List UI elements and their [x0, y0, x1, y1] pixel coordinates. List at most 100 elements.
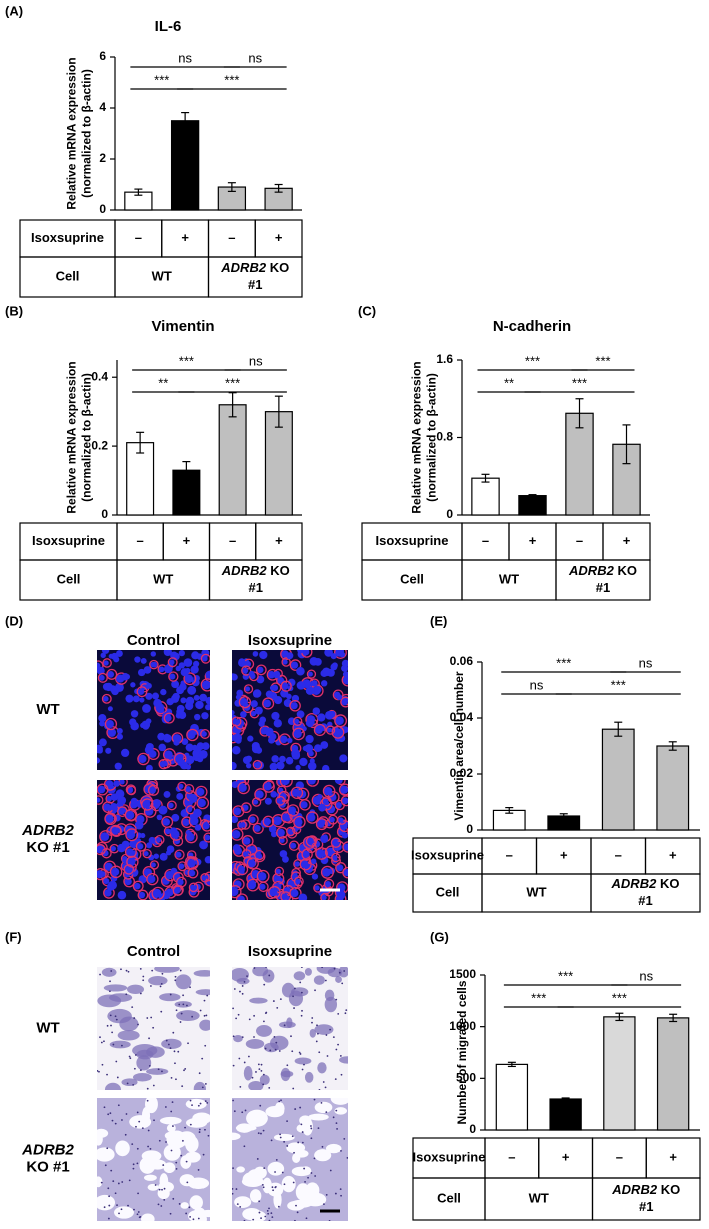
nucleus — [173, 887, 180, 894]
y-axis-label: (normalized to β-actin) — [425, 373, 439, 502]
vimentin — [241, 849, 252, 859]
y-tick-label: 4 — [99, 100, 106, 114]
table-text: Isoxsuprine — [376, 533, 449, 548]
vimentin — [246, 857, 259, 870]
gap — [314, 1101, 333, 1114]
significance-label: *** — [572, 375, 587, 390]
error-bar — [227, 182, 236, 192]
nucleus — [107, 670, 115, 678]
vimentin — [274, 866, 285, 877]
nucleus — [172, 1031, 175, 1034]
nucleus — [236, 1203, 239, 1205]
cell-cluster — [256, 1024, 273, 1037]
nucleus — [239, 1085, 242, 1088]
nucleus — [232, 829, 241, 839]
gap — [305, 1182, 320, 1198]
gap — [97, 1194, 116, 1211]
table-text: Isoxsuprine — [411, 847, 484, 862]
nucleus — [314, 726, 323, 734]
nucleus — [263, 983, 266, 986]
nucleus — [232, 1099, 235, 1102]
nucleus — [337, 1012, 340, 1015]
nucleus — [294, 987, 296, 990]
vimentin — [237, 781, 250, 795]
table-text: – — [615, 847, 622, 862]
gap — [314, 1149, 332, 1162]
nucleus — [175, 851, 182, 858]
nucleus — [311, 680, 318, 687]
nucleus — [188, 793, 198, 803]
nucleus — [290, 702, 298, 710]
nucleus — [190, 665, 199, 674]
nucleus — [257, 666, 264, 674]
nucleus — [146, 1087, 149, 1090]
nucleus — [116, 1204, 118, 1207]
nucleus — [121, 748, 130, 758]
nucleus — [117, 1104, 120, 1107]
nucleus — [151, 692, 159, 700]
vimentin — [124, 808, 138, 822]
nucleus — [300, 967, 303, 968]
nucleus — [146, 842, 153, 849]
vimentin — [236, 863, 249, 876]
vimentin — [315, 818, 328, 831]
nucleus — [240, 711, 247, 718]
micrograph-content — [232, 1098, 348, 1221]
nucleus — [268, 1087, 271, 1089]
nucleus — [186, 1004, 188, 1007]
nucleus — [239, 698, 248, 707]
nucleus — [253, 1014, 256, 1017]
nucleus — [301, 1131, 304, 1133]
nucleus — [320, 835, 329, 844]
nucleus — [144, 807, 154, 816]
nucleus — [295, 1204, 297, 1207]
vimentin — [176, 876, 187, 888]
significance-label: *** — [525, 353, 540, 368]
nucleus — [259, 650, 268, 660]
nucleus — [130, 710, 139, 718]
vimentin — [262, 780, 275, 793]
nucleus — [111, 687, 119, 696]
column-label: Control — [127, 632, 180, 649]
vimentin — [97, 795, 104, 805]
nucleus — [276, 1006, 279, 1009]
nucleus — [174, 1062, 176, 1065]
nucleus — [108, 990, 111, 993]
nucleus — [97, 1069, 99, 1072]
nucleus — [102, 682, 111, 691]
nucleus — [97, 666, 105, 675]
vimentin — [306, 811, 319, 824]
nucleus — [110, 867, 120, 876]
nucleus — [326, 1055, 329, 1057]
significance-label: *** — [611, 677, 626, 692]
nucleus — [232, 781, 239, 789]
nucleus — [175, 1009, 178, 1012]
nucleus — [238, 658, 246, 665]
vimentin — [303, 862, 317, 876]
gap — [145, 1098, 158, 1114]
y-axis-label: Vimentin area/cell number — [452, 671, 466, 820]
nucleus — [177, 878, 184, 886]
nucleus — [276, 798, 283, 804]
nucleus — [315, 1040, 318, 1043]
vimentin — [315, 847, 328, 860]
nucleus — [238, 783, 247, 793]
bar — [471, 477, 500, 516]
bar — [656, 1017, 690, 1131]
nucleus — [205, 696, 210, 705]
nucleus — [160, 1010, 163, 1013]
nucleus — [197, 798, 206, 808]
nucleus — [165, 1141, 167, 1143]
nucleus — [187, 1042, 189, 1045]
bar — [656, 745, 690, 831]
nucleus — [296, 681, 306, 690]
gap — [267, 1161, 285, 1176]
cell-cluster — [335, 976, 342, 983]
nucleus — [151, 969, 154, 972]
nucleus — [318, 1088, 321, 1090]
nucleus — [165, 1039, 168, 1042]
nucleus — [169, 1212, 172, 1215]
nucleus — [110, 970, 113, 972]
nucleus — [271, 1216, 274, 1219]
vimentin — [271, 814, 286, 828]
